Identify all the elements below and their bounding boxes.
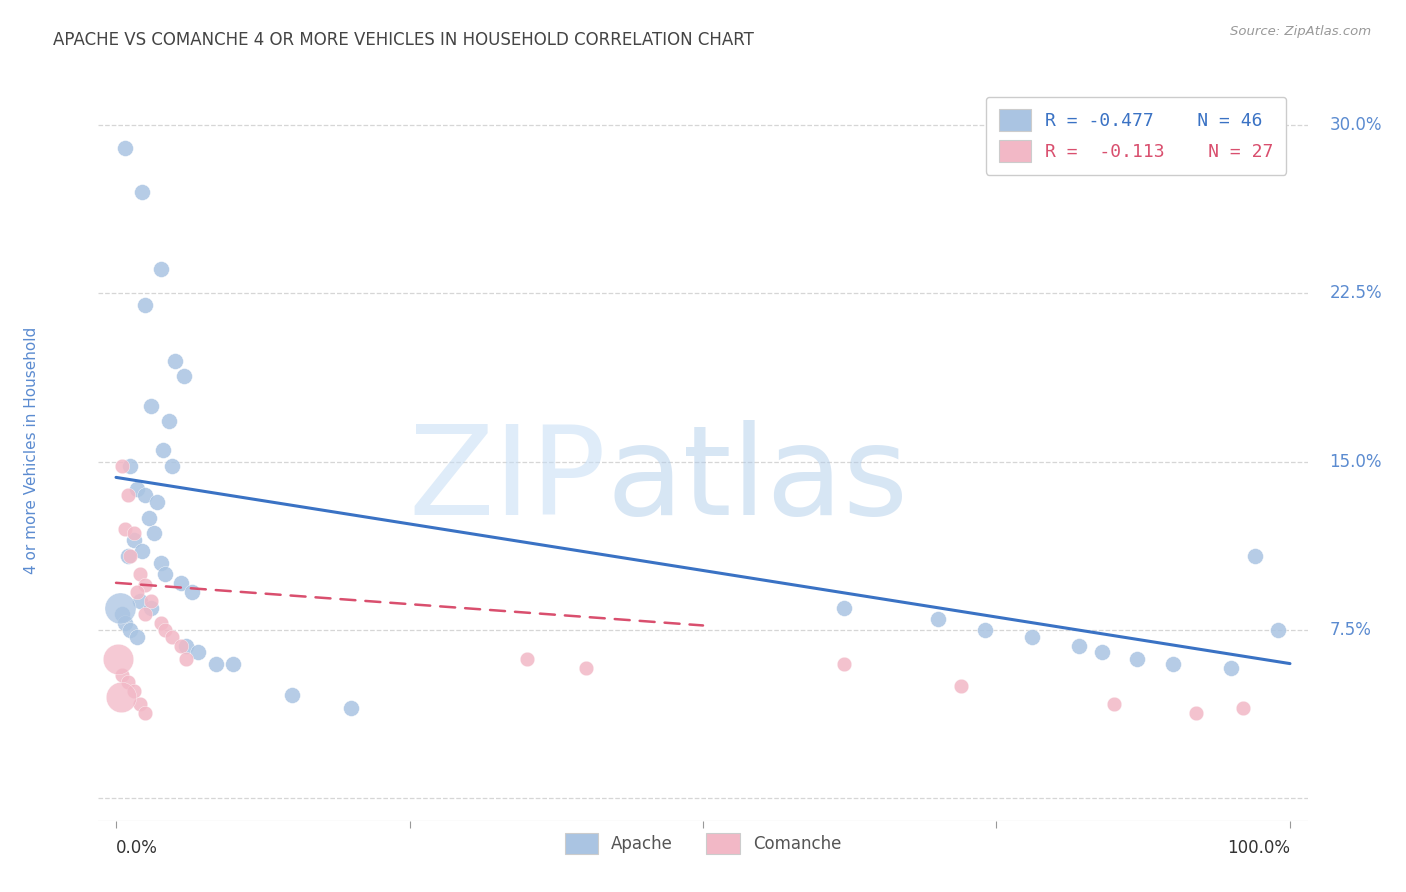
Point — [950, 679, 973, 693]
Point — [127, 630, 149, 644]
Point — [149, 556, 172, 570]
Point — [142, 526, 165, 541]
Point — [128, 566, 150, 581]
Point — [1185, 706, 1208, 720]
Point — [114, 522, 136, 536]
Text: 22.5%: 22.5% — [1329, 285, 1382, 302]
Point — [122, 533, 145, 548]
Point — [134, 706, 156, 720]
Text: atlas: atlas — [606, 419, 908, 541]
Point — [117, 549, 139, 563]
Text: APACHE VS COMANCHE 4 OR MORE VEHICLES IN HOUSEHOLD CORRELATION CHART: APACHE VS COMANCHE 4 OR MORE VEHICLES IN… — [53, 31, 754, 49]
Point — [181, 584, 204, 599]
Text: ZIP: ZIP — [408, 419, 606, 541]
Point — [1021, 630, 1043, 644]
Point — [1102, 697, 1125, 711]
Text: 30.0%: 30.0% — [1329, 116, 1382, 134]
Point — [141, 600, 163, 615]
Point — [1067, 639, 1090, 653]
Point — [146, 495, 169, 509]
Point — [176, 652, 198, 666]
Point — [134, 298, 156, 312]
Point — [575, 661, 598, 675]
Point — [340, 701, 363, 715]
Point — [128, 594, 150, 608]
Point — [134, 488, 156, 502]
Point — [1243, 549, 1265, 563]
Point — [169, 575, 191, 590]
Point — [114, 140, 136, 154]
Point — [120, 459, 142, 474]
Point — [120, 623, 142, 637]
Point — [122, 683, 145, 698]
Point — [1220, 661, 1243, 675]
Text: 0.0%: 0.0% — [117, 839, 157, 857]
Point — [141, 399, 163, 413]
Point — [173, 369, 195, 384]
Point — [1161, 657, 1184, 671]
Point — [117, 488, 139, 502]
Point — [1091, 645, 1114, 659]
Point — [163, 353, 186, 368]
Point — [155, 566, 177, 581]
Point — [281, 688, 304, 702]
Point — [128, 697, 150, 711]
Point — [832, 657, 855, 671]
Legend: Apache, Comanche: Apache, Comanche — [558, 827, 848, 861]
Point — [222, 657, 245, 671]
Point — [108, 600, 131, 615]
Point — [162, 459, 184, 474]
Point — [169, 639, 191, 653]
Point — [155, 623, 177, 637]
Point — [927, 612, 949, 626]
Point — [111, 607, 134, 622]
Point — [1126, 652, 1149, 666]
Point — [149, 616, 172, 631]
Text: 4 or more Vehicles in Household: 4 or more Vehicles in Household — [24, 326, 39, 574]
Point — [131, 544, 153, 558]
Point — [117, 674, 139, 689]
Point — [162, 630, 184, 644]
Point — [134, 578, 156, 592]
Point — [149, 261, 172, 276]
Point — [127, 482, 149, 496]
Point — [152, 443, 174, 458]
Point — [973, 623, 995, 637]
Point — [111, 668, 134, 682]
Point — [131, 186, 153, 200]
Point — [114, 616, 136, 631]
Point — [120, 549, 142, 563]
Point — [832, 600, 855, 615]
Point — [187, 645, 209, 659]
Text: Source: ZipAtlas.com: Source: ZipAtlas.com — [1230, 25, 1371, 38]
Point — [107, 652, 129, 666]
Point — [141, 594, 163, 608]
Point — [110, 690, 132, 705]
Point — [127, 584, 149, 599]
Point — [204, 657, 226, 671]
Point — [111, 459, 134, 474]
Point — [157, 414, 180, 428]
Point — [516, 652, 538, 666]
Point — [134, 607, 156, 622]
Point — [138, 510, 160, 524]
Point — [176, 639, 198, 653]
Point — [1267, 623, 1289, 637]
Text: 7.5%: 7.5% — [1329, 621, 1371, 639]
Text: 100.0%: 100.0% — [1227, 839, 1289, 857]
Point — [1232, 701, 1254, 715]
Point — [122, 526, 145, 541]
Text: 15.0%: 15.0% — [1329, 452, 1382, 471]
